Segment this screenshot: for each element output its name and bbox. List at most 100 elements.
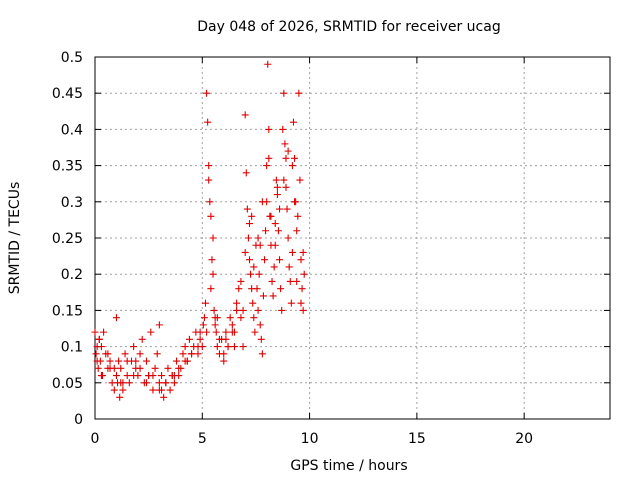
- data-point: [207, 212, 215, 220]
- data-point: [278, 306, 286, 314]
- data-point: [254, 306, 262, 314]
- data-point: [256, 321, 264, 329]
- data-point: [241, 111, 249, 119]
- tick-labels: 0 5 10 15 20 0 0.05 0.1 0.15 0.2 0.25 0.3 0.35 0.4 0.4…: [52, 50, 533, 447]
- data-point: [224, 343, 232, 351]
- data-point: [289, 118, 297, 126]
- data-point: [256, 241, 264, 249]
- x-tick-label: 15: [408, 431, 426, 447]
- data-point: [204, 118, 212, 126]
- data-point: [263, 162, 271, 170]
- data-point: [100, 328, 108, 336]
- data-point: [175, 364, 183, 372]
- data-point: [251, 328, 259, 336]
- data-point: [271, 241, 279, 249]
- y-tick-label: 0.2: [61, 267, 83, 283]
- data-point: [228, 321, 236, 329]
- data-point: [299, 306, 307, 314]
- data-point: [130, 372, 138, 380]
- data-point: [173, 357, 181, 365]
- data-point: [132, 357, 140, 365]
- data-point: [299, 248, 307, 256]
- data-point: [282, 183, 290, 191]
- data-point: [136, 350, 144, 358]
- data-point: [237, 277, 245, 285]
- data-point: [264, 60, 272, 68]
- data-point: [243, 205, 251, 213]
- data-point: [286, 277, 294, 285]
- data-points: [91, 60, 308, 401]
- data-point: [222, 335, 230, 343]
- data-point: [222, 328, 230, 336]
- data-point: [298, 285, 306, 293]
- data-point: [202, 299, 210, 307]
- data-point: [97, 372, 105, 380]
- data-point: [166, 386, 174, 394]
- data-point: [185, 335, 193, 343]
- data-point: [112, 314, 120, 322]
- y-tick-label: 0.25: [52, 231, 83, 247]
- data-point: [268, 277, 276, 285]
- data-point: [246, 220, 253, 228]
- data-point: [179, 350, 187, 358]
- data-point: [160, 393, 168, 401]
- y-tick-label: 0.5: [61, 50, 83, 66]
- data-point: [119, 379, 127, 387]
- x-tick-label: 5: [198, 431, 207, 447]
- data-point: [281, 140, 289, 148]
- data-point: [155, 321, 163, 329]
- data-point: [279, 125, 287, 133]
- data-point: [300, 270, 308, 278]
- data-point: [248, 212, 256, 220]
- data-point: [207, 285, 215, 293]
- data-point: [196, 328, 204, 336]
- data-point: [104, 350, 112, 358]
- data-point: [294, 212, 302, 220]
- data-point: [297, 256, 305, 264]
- data-point: [209, 270, 217, 278]
- chart-title: Day 048 of 2026, SRMTID for receiver uca…: [197, 19, 500, 35]
- data-point: [250, 263, 258, 271]
- data-point: [213, 314, 221, 322]
- data-point: [143, 357, 150, 365]
- data-point: [280, 176, 288, 184]
- x-tick-label: 20: [515, 431, 533, 447]
- data-point: [112, 372, 120, 380]
- data-point: [284, 147, 292, 155]
- data-point: [247, 270, 255, 278]
- data-point: [94, 364, 102, 372]
- data-point: [203, 89, 211, 97]
- data-point: [271, 220, 279, 228]
- data-point: [273, 191, 281, 199]
- data-point: [121, 350, 129, 358]
- data-point: [291, 154, 299, 162]
- data-point: [210, 306, 218, 314]
- data-point: [95, 335, 103, 343]
- data-point: [230, 328, 238, 336]
- data-point: [119, 386, 127, 394]
- grid: [95, 57, 610, 419]
- data-point: [276, 205, 284, 213]
- data-point: [269, 292, 277, 300]
- data-point: [138, 335, 146, 343]
- data-point: [258, 198, 266, 206]
- data-point: [246, 256, 253, 264]
- data-point: [287, 299, 295, 307]
- data-point: [194, 343, 202, 351]
- data-point: [226, 314, 234, 322]
- data-point: [115, 357, 123, 365]
- data-point: [151, 364, 159, 372]
- data-point: [254, 234, 262, 242]
- y-tick-label: 0.15: [52, 303, 83, 319]
- data-point: [239, 306, 247, 314]
- data-point: [258, 350, 266, 358]
- data-point: [205, 162, 213, 170]
- data-point: [249, 299, 257, 307]
- data-point: [106, 364, 114, 372]
- data-point: [285, 263, 293, 271]
- data-point: [291, 198, 299, 206]
- data-point: [106, 357, 114, 365]
- data-point: [158, 386, 166, 394]
- data-point: [261, 256, 269, 264]
